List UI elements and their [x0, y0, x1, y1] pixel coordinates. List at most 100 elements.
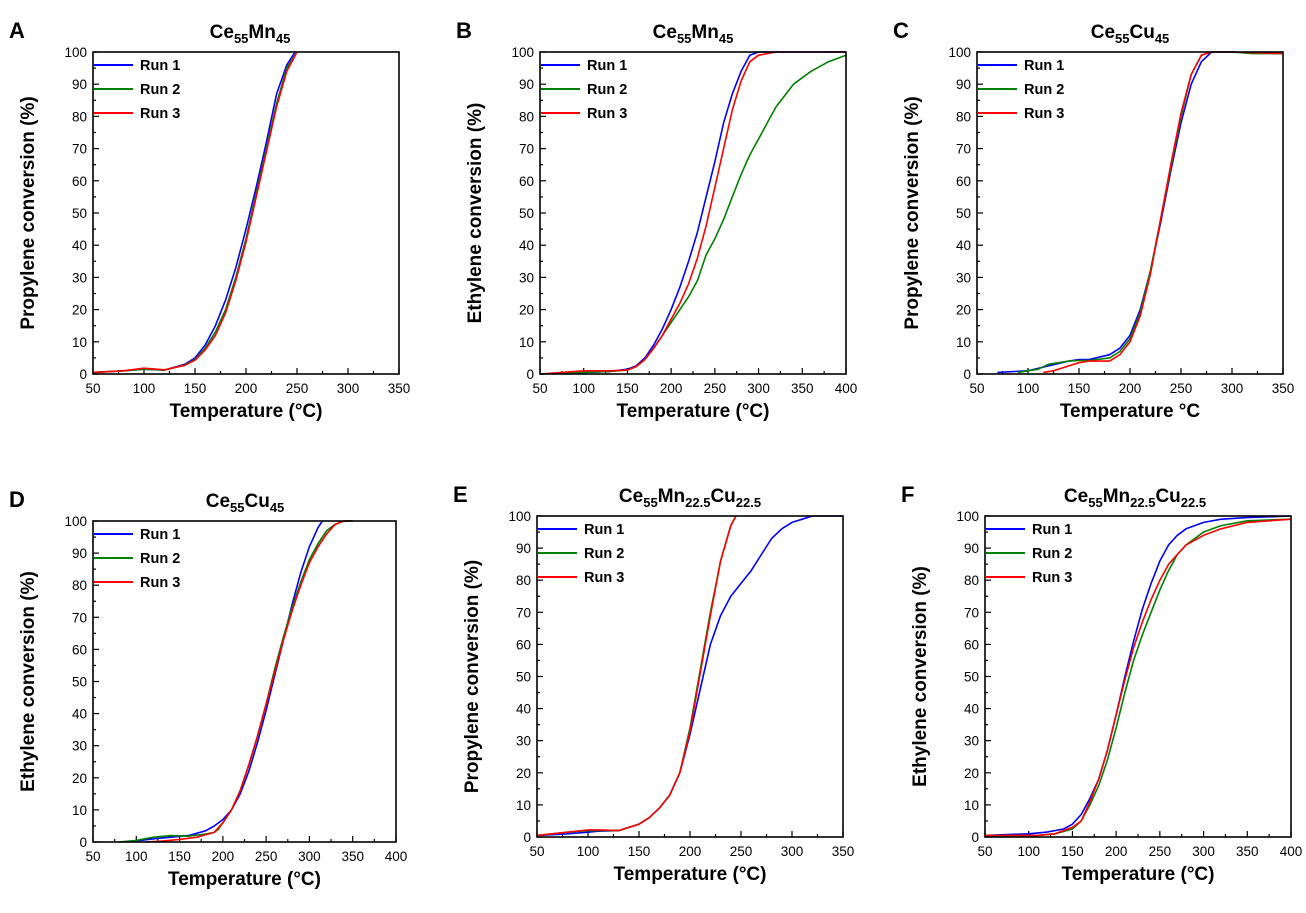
y-tick-label: 20 — [516, 766, 531, 781]
y-tick-label: 90 — [956, 77, 971, 92]
y-tick-label: 70 — [72, 610, 87, 625]
y-tick-label: 90 — [516, 541, 531, 556]
legend-label: Run 2 — [140, 82, 180, 98]
x-tick-label: 300 — [781, 844, 804, 859]
x-tick-label: 150 — [628, 844, 651, 859]
y-tick-label: 70 — [956, 142, 971, 157]
x-tick-label: 150 — [1061, 844, 1084, 859]
y-tick-label: 40 — [956, 238, 971, 253]
x-tick-label: 100 — [1017, 381, 1040, 396]
y-tick-label: 0 — [971, 830, 979, 845]
chart-title: Ce55Mn22.5Cu22.5 — [1064, 486, 1206, 510]
plot-frame — [976, 51, 1284, 375]
y-tick-label: 70 — [519, 142, 534, 157]
x-tick-label: 300 — [1221, 381, 1244, 396]
panel-letter: C — [893, 18, 909, 43]
series-line-run-3 — [985, 518, 1292, 837]
y-tick-label: 40 — [516, 702, 531, 717]
y-tick-label: 30 — [964, 734, 979, 749]
y-tick-label: 30 — [72, 270, 87, 285]
y-tick-label: 60 — [516, 637, 531, 652]
x-tick-label: 200 — [679, 844, 702, 859]
y-tick-label: 30 — [956, 270, 971, 285]
legend-label: Run 2 — [584, 546, 624, 562]
y-tick-label: 90 — [72, 77, 87, 92]
plot-frame — [92, 51, 400, 375]
x-tick-label: 300 — [337, 381, 360, 396]
legend-label: Run 2 — [1024, 82, 1064, 98]
plot-frame — [92, 520, 397, 843]
y-tick-label: 50 — [519, 206, 534, 221]
y-tick-label: 20 — [519, 303, 534, 318]
y-tick-label: 20 — [72, 303, 87, 318]
y-tick-label: 50 — [72, 206, 87, 221]
y-tick-label: 60 — [956, 174, 971, 189]
y-tick-label: 10 — [519, 335, 534, 350]
y-tick-label: 60 — [964, 637, 979, 652]
x-tick-label: 300 — [1192, 844, 1215, 859]
x-tick-label: 50 — [85, 381, 100, 396]
x-tick-label: 350 — [388, 381, 411, 396]
x-tick-label: 250 — [704, 381, 727, 396]
y-tick-label: 10 — [956, 335, 971, 350]
y-tick-label: 40 — [964, 702, 979, 717]
legend-label: Run 1 — [584, 522, 624, 538]
x-tick-label: 350 — [832, 844, 855, 859]
y-tick-label: 70 — [72, 142, 87, 157]
x-tick-label: 150 — [1068, 381, 1091, 396]
y-tick-label: 50 — [516, 670, 531, 685]
x-tick-label: 400 — [1280, 844, 1303, 859]
series-line-run-3 — [144, 520, 353, 843]
x-tick-label: 200 — [212, 849, 235, 864]
legend-label: Run 1 — [1024, 58, 1064, 74]
x-axis-label: Temperature (°C) — [1062, 864, 1215, 885]
chart-title: Ce55Cu45 — [206, 491, 285, 515]
legend-label: Run 1 — [140, 58, 180, 74]
x-axis-label: Temperature (°C) — [170, 401, 323, 422]
legend-label: Run 2 — [587, 82, 627, 98]
legend-label: Run 2 — [1032, 546, 1072, 562]
series-line-run-3 — [1043, 51, 1284, 374]
series-line-run-2 — [985, 518, 1292, 837]
y-tick-label: 40 — [72, 707, 87, 722]
chart-title: Ce55Mn45 — [210, 22, 291, 46]
x-tick-label: 200 — [660, 381, 683, 396]
x-tick-label: 400 — [385, 849, 408, 864]
y-axis-label: Ethylene conversion (%) — [465, 103, 486, 324]
x-tick-label: 200 — [1119, 381, 1142, 396]
y-tick-label: 100 — [64, 45, 87, 60]
legend-label: Run 1 — [140, 527, 180, 543]
y-axis-label: Propylene conversion (%) — [462, 560, 483, 793]
y-tick-label: 30 — [519, 270, 534, 285]
y-tick-label: 80 — [964, 573, 979, 588]
y-axis-label: Ethylene conversion (%) — [910, 566, 931, 787]
y-tick-label: 100 — [508, 509, 531, 524]
legend-label: Run 3 — [140, 575, 180, 591]
x-tick-label: 50 — [977, 844, 992, 859]
y-tick-label: 80 — [516, 573, 531, 588]
series-line-run-3 — [539, 51, 846, 375]
y-tick-label: 80 — [72, 578, 87, 593]
x-axis-label: Temperature °C — [1060, 401, 1201, 422]
y-tick-label: 30 — [516, 734, 531, 749]
y-tick-label: 80 — [72, 109, 87, 124]
legend-label: Run 3 — [587, 106, 627, 122]
x-tick-label: 50 — [85, 849, 100, 864]
legend-label: Run 3 — [1032, 570, 1072, 586]
y-tick-label: 100 — [948, 45, 971, 60]
y-tick-label: 0 — [523, 830, 531, 845]
x-tick-label: 350 — [791, 381, 814, 396]
x-tick-label: 250 — [286, 381, 309, 396]
y-tick-label: 70 — [964, 605, 979, 620]
x-tick-label: 250 — [255, 849, 278, 864]
y-tick-label: 10 — [964, 798, 979, 813]
x-tick-label: 150 — [168, 849, 191, 864]
y-tick-label: 60 — [72, 174, 87, 189]
x-tick-label: 250 — [1170, 381, 1193, 396]
x-tick-label: 350 — [1272, 381, 1295, 396]
